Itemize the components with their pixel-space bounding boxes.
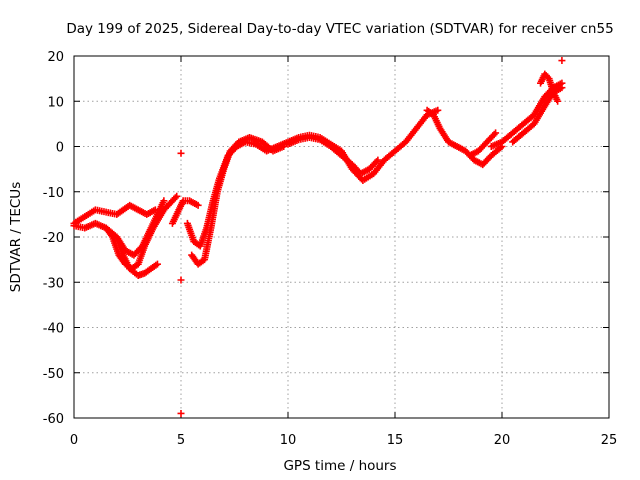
y-tick-label: -40 [43,322,64,337]
y-axis-title: SDTVAR / TECUs [8,182,24,292]
data-point-marker [177,409,185,417]
y-tick-label: 20 [47,50,64,65]
x-tick-label: 10 [280,433,297,448]
y-tick-label: 0 [56,141,64,156]
data-point-marker [171,194,179,202]
x-tick-label: 20 [494,433,511,448]
data-point-marker [490,130,498,138]
data-point-marker [177,276,185,284]
data-point-marker [492,129,500,137]
data-point-marker [107,231,115,239]
data-points [70,57,566,417]
data-point-marker [554,97,562,105]
x-tick-label: 25 [601,433,618,448]
data-point-marker [434,106,442,114]
y-tick-label: -50 [43,367,64,382]
y-tick-label: -30 [43,276,64,291]
data-point-marker [558,57,566,65]
data-point-marker [177,149,185,157]
x-tick-label: 0 [70,433,78,448]
y-tick-label: -20 [43,231,64,246]
x-axis-title: GPS time / hours [283,458,396,474]
data-point-marker [374,156,382,164]
y-tick-label: -10 [43,186,64,201]
y-tick-label: -60 [43,412,64,427]
y-tick-label: 10 [47,95,64,110]
data-point-marker [194,201,202,209]
data-point-marker [558,84,566,92]
data-point-marker [153,260,161,268]
x-tick-label: 5 [177,433,185,448]
grid-lines [74,56,609,418]
data-point-marker [173,192,181,200]
chart-title: Day 199 of 2025, Sidereal Day-to-day VTE… [66,21,613,37]
x-axis-ticks: 0 5 10 15 20 25 [70,56,617,448]
data-point-marker [372,158,380,166]
x-tick-label: 15 [387,433,404,448]
data-point-marker [160,197,168,205]
y-axis-ticks: 20 10 0 -10 -20 -30 -40 -50 -60 [43,50,609,427]
